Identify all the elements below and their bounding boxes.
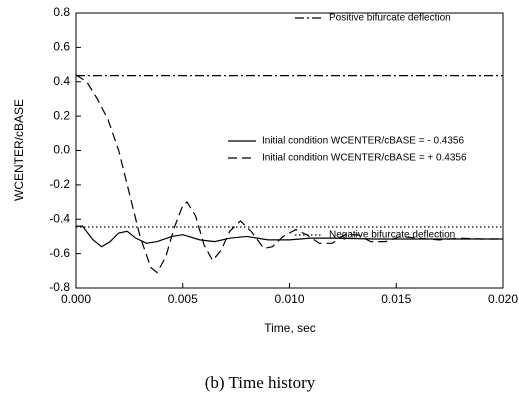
x-tick-label: 0.015 [381,292,411,306]
y-tick-label: 0.8 [53,5,70,19]
legend-label: Positive bifurcate deflection [329,13,451,24]
caption: (b) Time history [205,373,316,392]
y-tick-label: -0.4 [49,211,70,225]
plot-frame [75,12,504,289]
x-tick-label: 0.020 [488,292,518,306]
series-line [75,74,503,274]
y-tick-label: 0.4 [53,74,70,88]
y-tick-label: 0.2 [53,108,70,122]
y-axis-label: WCENTER/cBASE [12,99,26,201]
legend-label: Initial condition WCENTER/cBASE = - 0.43… [262,136,464,147]
y-tick-label: -0.8 [49,280,70,294]
x-axis-label: Time, sec [264,321,316,335]
series-line [76,225,503,248]
y-tick-label: 0.0 [53,143,70,157]
legend-label: Negative bifurcate deflection [329,230,455,241]
x-tick-label: 0.000 [61,292,91,306]
legend-label: Initial condition WCENTER/cBASE = + 0.43… [262,153,467,164]
x-tick-label: 0.010 [274,292,304,306]
x-tick-label: 0.005 [168,292,198,306]
y-tick-label: 0.6 [53,40,70,54]
y-tick-label: -0.2 [49,177,70,191]
y-tick-label: -0.6 [49,246,70,260]
